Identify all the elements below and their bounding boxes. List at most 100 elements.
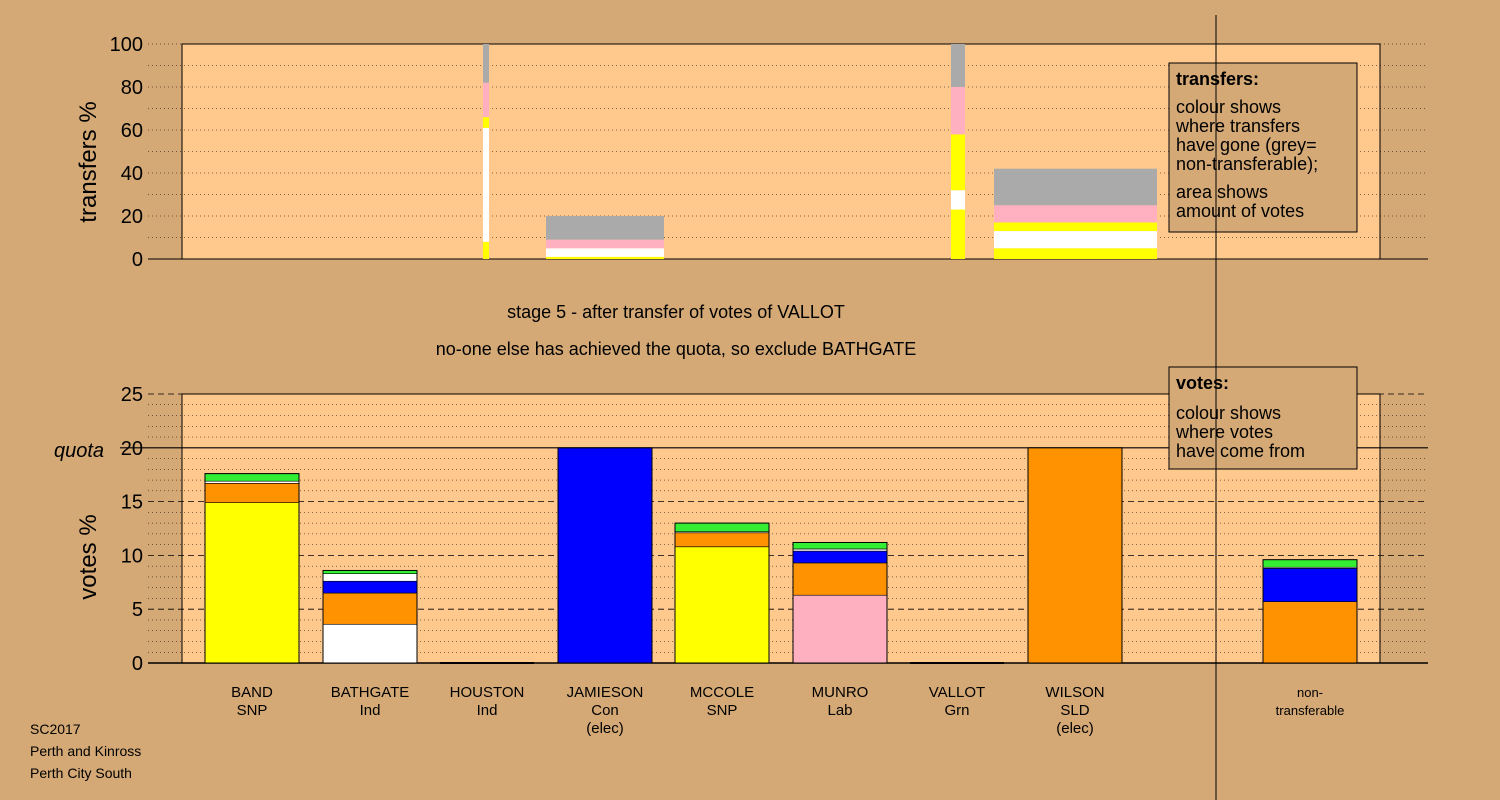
transfer-segment (483, 44, 489, 83)
vote-segment (322, 592, 418, 625)
candidate-name: VALLOT (929, 684, 985, 701)
vote-bar-outline (1027, 447, 1123, 664)
vote-segment (792, 542, 888, 550)
transfers-legend-box (1168, 62, 1358, 233)
vote-segment (1262, 568, 1358, 602)
transfer-segment (951, 209, 965, 259)
transfer-segment (546, 248, 664, 257)
vote-bar-outline (1262, 559, 1358, 664)
ward-label: Perth City South (30, 765, 132, 781)
vote-segment (322, 573, 418, 582)
transfers-tick-label: 100 (110, 34, 143, 56)
transfer-segment (994, 213, 1157, 223)
stage-description: stage 5 - after transfer of votes of VAL… (507, 302, 845, 322)
votes-tick-label: 0 (132, 653, 143, 675)
vote-segment (322, 580, 418, 594)
votes-legend-box (1168, 366, 1358, 470)
transfers-legend-line: have gone (grey= (1176, 135, 1317, 155)
transfer-segment (483, 117, 489, 128)
votes-legend-line: have come from (1176, 441, 1305, 461)
vote-segment (204, 483, 300, 503)
vote-segment (792, 562, 888, 596)
candidate-party: Ind (477, 702, 498, 719)
transfer-segment (483, 241, 489, 259)
votes-legend-line: colour shows (1176, 403, 1281, 423)
vote-bar-outline (322, 569, 418, 664)
transfers-y-axis-label: transfers % (75, 101, 102, 222)
candidate-name: non- (1297, 685, 1323, 700)
transfer-segment (483, 82, 489, 118)
transfer-segment (994, 222, 1157, 232)
vote-segment (1262, 559, 1358, 568)
votes-tick-label: 10 (121, 545, 143, 567)
transfer-segment (483, 127, 489, 242)
vote-segment (792, 594, 888, 664)
transfer-segment (951, 44, 965, 87)
votes-bars (204, 447, 1358, 664)
transfers-tick-label: 60 (121, 120, 143, 142)
transfer-segment (951, 134, 965, 191)
vote-segment (1262, 601, 1358, 664)
transfers-legend-line: non-transferable); (1176, 154, 1318, 174)
transfers-y-ticks: 0 20 40 60 80 100 (110, 34, 143, 271)
votes-tick-label: 5 (132, 599, 143, 621)
votes-tick-label: 15 (121, 492, 143, 514)
vote-segment (674, 532, 770, 548)
transfers-bars (483, 44, 1157, 259)
transfers-legend-line: area shows (1176, 182, 1268, 202)
candidate-name: WILSON (1045, 684, 1104, 701)
transfer-segment (546, 256, 664, 259)
transfer-segment (994, 248, 1157, 259)
candidate-party: SNP (237, 702, 268, 719)
votes-legend: votes: colour shows where votes have com… (1168, 366, 1358, 470)
candidate-party: SLD (1060, 702, 1089, 719)
candidate-name: BAND (231, 684, 273, 701)
transfer-segment (951, 190, 965, 210)
candidate-name: HOUSTON (450, 684, 525, 701)
candidate-party: Grn (944, 702, 969, 719)
transfer-segment (994, 168, 1157, 206)
vote-segment (557, 447, 653, 664)
transfers-tick-label: 20 (121, 206, 143, 228)
transfers-tick-label: 80 (121, 77, 143, 99)
candidate-party: SNP (707, 702, 738, 719)
transfer-segment (951, 87, 965, 135)
vote-segment (204, 473, 300, 482)
candidate-status: (elec) (586, 720, 624, 737)
vote-segment (674, 522, 770, 533)
votes-legend-line: where votes (1175, 422, 1273, 442)
transfer-segment (994, 231, 1157, 249)
candidate-name: JAMIESON (567, 684, 644, 701)
candidate-party: transferable (1276, 703, 1345, 718)
election-label: SC2017 (30, 721, 81, 737)
transfers-legend-line: colour shows (1176, 97, 1281, 117)
candidate-party: Lab (827, 702, 852, 719)
candidate-status: (elec) (1056, 720, 1094, 737)
vote-segment (204, 480, 300, 484)
vote-segment (674, 546, 770, 664)
candidate-name: MUNRO (812, 684, 869, 701)
candidate-party: Con (591, 702, 619, 719)
votes-legend-title: votes: (1176, 373, 1229, 393)
quota-label: quota (54, 440, 104, 462)
vote-segment (792, 548, 888, 552)
transfers-legend: transfers: colour shows where transfers … (1168, 62, 1358, 233)
vote-bar-outline (674, 522, 770, 664)
transfers-legend-line: amount of votes (1176, 201, 1304, 221)
candidate-labels: BANDSNPBATHGATEIndHOUSTONIndJAMIESONCon(… (231, 684, 1344, 737)
transfers-tick-label: 0 (132, 249, 143, 271)
vote-segment (1027, 447, 1123, 664)
transfer-segment (994, 205, 1157, 214)
votes-y-axis-label: votes % (75, 514, 102, 599)
vote-bar-outline (557, 447, 653, 664)
transfers-legend-line: where transfers (1175, 116, 1300, 136)
candidate-name: BATHGATE (331, 684, 410, 701)
transfer-segment (546, 216, 664, 240)
vote-segment (322, 623, 418, 664)
transfer-segment (546, 239, 664, 249)
vote-bar-outline (792, 541, 888, 664)
votes-tick-label: 20 (121, 438, 143, 460)
stage-action: no-one else has achieved the quota, so e… (436, 339, 917, 359)
